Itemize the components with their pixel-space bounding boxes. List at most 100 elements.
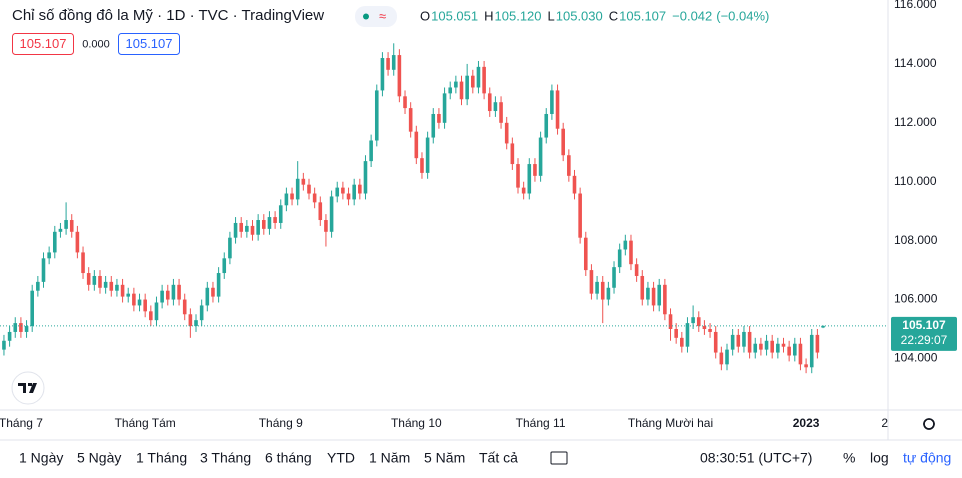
x-tick-label: Tháng Tám	[115, 416, 176, 430]
y-tick-label: 112.000	[894, 115, 937, 129]
candle-body	[216, 273, 221, 297]
candle-body	[369, 140, 373, 162]
candle-body	[589, 270, 594, 294]
candle-body	[550, 90, 554, 114]
candle-body	[640, 275, 645, 300]
candle-body	[47, 252, 51, 259]
quote-box[interactable]	[118, 33, 180, 55]
candle-body	[403, 96, 407, 109]
quote-bid: 105.107	[20, 36, 67, 51]
candle-body	[120, 284, 125, 297]
candle-body	[691, 317, 695, 324]
candle-body	[815, 334, 820, 353]
ohlc-legend: O 105.051 H 105.120 L 105.030 C 105.107 −0.042 (−…	[420, 8, 769, 23]
candle-body	[555, 90, 560, 129]
candle-body	[821, 325, 825, 328]
candle-body	[69, 220, 74, 232]
candle-body	[521, 187, 526, 194]
candle-body	[425, 137, 430, 173]
candle-body	[764, 340, 769, 350]
candle-body	[352, 184, 356, 200]
candle-body	[804, 364, 808, 368]
scale-option[interactable]: tự động	[903, 450, 951, 466]
candle-body	[685, 323, 690, 347]
candle-body	[583, 237, 588, 271]
x-tick-label: Tháng 10	[391, 416, 442, 430]
range-button[interactable]: 1 Năm	[369, 450, 410, 466]
candle-body	[787, 346, 791, 356]
candle-body	[487, 93, 492, 112]
toolbar: 1 Ngày 5 Ngày 1 Tháng 3 Tháng 6 tháng YTD 1 Nă…	[19, 450, 951, 466]
candle-body	[115, 284, 119, 291]
range-button[interactable]: 5 Năm	[424, 450, 465, 466]
candle-body	[273, 217, 277, 223]
settings-icon[interactable]	[923, 418, 935, 430]
candle-body	[776, 343, 780, 353]
candle-body	[205, 287, 210, 306]
x-tick-label: Tháng 7	[0, 416, 43, 430]
candle-body	[324, 220, 328, 232]
candle-body	[465, 75, 469, 100]
x-tick-label: Tháng 9	[259, 416, 303, 430]
candle-body	[476, 66, 481, 88]
candle-body	[578, 193, 582, 238]
price-axis-cover	[888, 411, 917, 439]
range-button[interactable]: 3 Tháng	[200, 450, 251, 466]
candle-body	[239, 222, 244, 232]
candle-body	[668, 314, 673, 330]
logo[interactable]	[11, 371, 45, 405]
candle-body	[199, 305, 204, 321]
candle-body	[188, 314, 193, 327]
candle-body	[471, 75, 475, 88]
candle-body	[516, 164, 520, 188]
candle-body	[109, 281, 114, 291]
candle-body	[256, 220, 260, 235]
range-button[interactable]: 1 Ngày	[19, 450, 63, 466]
range-button[interactable]: Tất cả	[479, 450, 518, 466]
candle-body	[454, 81, 458, 88]
date-range-icon[interactable]	[550, 451, 568, 465]
candle-body	[290, 193, 294, 200]
candle-body	[267, 217, 272, 229]
scale-option[interactable]: log	[870, 450, 889, 466]
legend-change: −0.042	[672, 8, 712, 23]
candle-body	[595, 281, 599, 294]
status-pill[interactable]	[355, 6, 397, 27]
range-button[interactable]: 5 Ngày	[77, 450, 121, 466]
legend-key: L	[548, 8, 555, 23]
candle-body	[318, 202, 323, 221]
candle-body	[680, 337, 684, 347]
candle-body	[759, 343, 763, 350]
quote-ask: 105.107	[126, 36, 173, 51]
range-button[interactable]: YTD	[327, 450, 355, 466]
candle-body	[7, 331, 12, 341]
candle-body	[792, 343, 797, 356]
candle-body	[177, 284, 181, 300]
candle-body	[182, 299, 187, 315]
candle-body	[92, 275, 97, 285]
candle-body	[719, 352, 724, 365]
candle-body	[770, 340, 774, 353]
y-tick-label: 114.000	[894, 56, 937, 70]
candle-body	[137, 299, 142, 306]
candle-body	[612, 267, 616, 288]
candle-body	[211, 287, 215, 297]
scale-option[interactable]: %	[843, 450, 855, 466]
quote-box[interactable]	[12, 33, 74, 55]
candle-body	[374, 90, 379, 141]
candle-body	[538, 137, 543, 176]
candle-body	[341, 187, 345, 194]
clock[interactable]: 08:30:51 (UTC+7)	[700, 450, 812, 466]
price-axis	[888, 0, 962, 440]
range-button[interactable]: 6 tháng	[265, 450, 312, 466]
candle-body	[36, 281, 40, 291]
logo-mark	[18, 383, 37, 393]
legend-key: O	[420, 8, 430, 23]
candle-body	[245, 225, 249, 232]
range-button[interactable]: 1 Tháng	[136, 450, 187, 466]
legend-value: 105.107	[619, 8, 666, 23]
candle-body	[126, 293, 131, 297]
candle-body	[2, 340, 6, 350]
